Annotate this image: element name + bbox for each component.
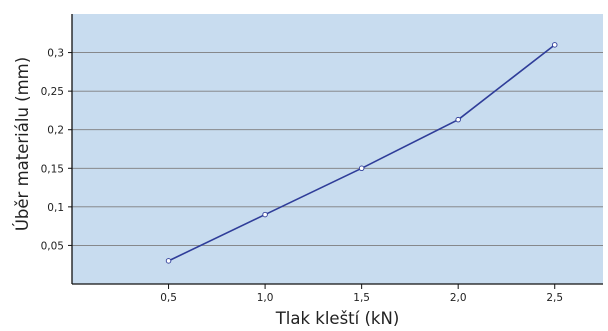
series-group	[165, 42, 558, 264]
data-point	[551, 42, 558, 48]
x-tick-label: 1,5	[353, 292, 370, 304]
x-tick-label: 0,5	[160, 292, 177, 304]
x-tick-label: 2,5	[546, 292, 563, 304]
y-axis-title: Úběr materiálu (mm)	[13, 57, 32, 231]
axes	[71, 14, 603, 285]
grid-lines	[72, 52, 603, 246]
x-axis-ticks: 0,5 1,0 1,5 2,0 2,5	[160, 284, 563, 304]
y-tick-label: 0,15	[41, 163, 64, 175]
y-tick-label: 0,3	[47, 48, 64, 60]
x-tick-label: 2,0	[450, 292, 467, 304]
data-point	[165, 258, 172, 264]
data-point	[262, 211, 268, 218]
data-point	[358, 165, 365, 172]
y-tick-label: 0,2	[47, 125, 64, 137]
x-axis-title: Tlak kleští (kN)	[275, 309, 400, 328]
y-tick-label: 0,25	[41, 86, 64, 98]
plot-area	[72, 14, 603, 284]
y-tick-label: 0,05	[41, 240, 64, 252]
data-point	[455, 116, 461, 123]
y-tick-label: 0,1	[47, 202, 64, 214]
y-axis-ticks: 0,05 0,1 0,15 0,2 0,25 0,3	[41, 48, 72, 252]
x-tick-label: 1,0	[257, 292, 274, 304]
